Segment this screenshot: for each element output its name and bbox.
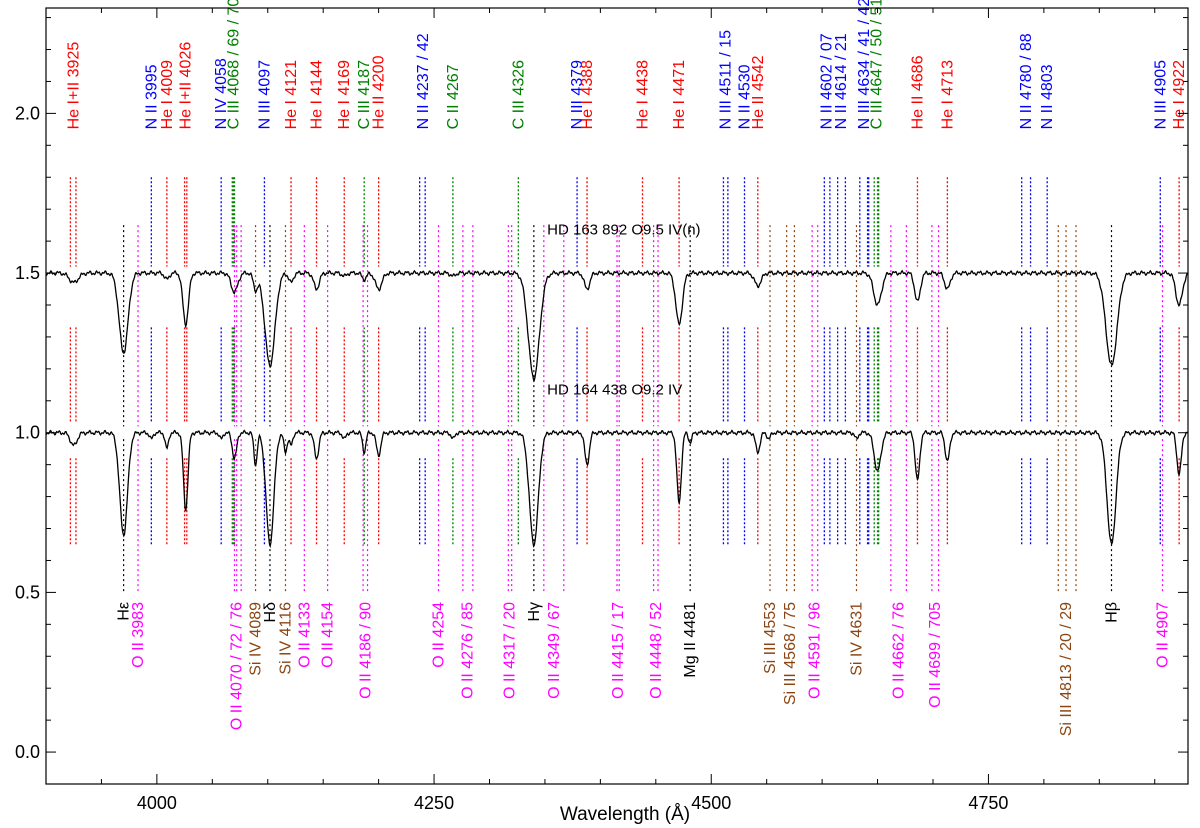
y-tick-label: 0.5: [15, 582, 40, 602]
bottom-line-label: O II 4317 / 20: [501, 602, 518, 699]
top-line-label: N II 4614 / 21: [833, 33, 850, 129]
bottom-line-label: O II 4699 / 705: [927, 602, 944, 708]
spectrum-label: HD 163 892 O9.5 IV(n): [547, 222, 700, 239]
top-line-label: He I 4388: [579, 60, 596, 129]
spectra: HD 163 892 O9.5 IV(n) HD 164 438 O9.2 IV: [45, 222, 1188, 549]
y-tick-label: 1.5: [15, 263, 40, 283]
spectrum-line: [45, 269, 1188, 382]
top-line-label: N II 4803: [1039, 64, 1056, 129]
bottom-line-label: O II 4907: [1154, 602, 1171, 668]
line-markers: [69, 177, 1180, 593]
spectrum-line: [45, 429, 1188, 549]
top-line-label: He II 4200: [371, 55, 388, 129]
bottom-line-label: O II 4591 / 96: [806, 602, 823, 699]
top-line-label: C III 4068 / 69 / 70: [225, 0, 242, 129]
axes: 4000 4250 4500 4750 0.0 0.5 1.0 1.5 2.0: [15, 7, 1189, 813]
top-line-label: He II 4542: [750, 55, 767, 129]
bottom-line-label: O II 4070 / 72 / 76: [229, 602, 246, 730]
top-line-label: N III 4634 / 41 / 42: [856, 0, 873, 129]
top-line-label: He I 4169: [336, 60, 353, 129]
top-line-label: N IV 4058: [213, 58, 230, 129]
bottom-line-label: Si III 4553: [762, 602, 779, 674]
bottom-line-label: Mg II 4481: [682, 602, 699, 678]
top-line-label: N II 4237 / 42: [415, 33, 432, 129]
top-line-label: He I+II 3925: [66, 42, 83, 130]
bottom-line-label: Si III 4813 / 20 / 29: [1058, 602, 1075, 736]
top-line-label: He I 4713: [939, 60, 956, 129]
top-line-label: He I 4144: [309, 60, 326, 129]
top-line-label: N III 4511 / 15: [718, 30, 735, 129]
y-tick-label: 0.0: [15, 742, 40, 762]
bottom-line-label: Si IV 4116: [277, 602, 294, 675]
spectrum-label: HD 164 438 O9.2 IV: [547, 381, 682, 398]
bottom-line-label: Si IV 4089: [248, 602, 265, 676]
top-line-label: C III 4647 / 50 / 51: [868, 0, 885, 129]
bottom-line-label: O II 4448 / 52: [648, 602, 665, 699]
top-line-label: C III 4326: [510, 60, 527, 129]
top-line-label: He I+II 4026: [178, 42, 195, 130]
y-tick-label: 2.0: [15, 103, 40, 123]
bottom-line-label: O II 4415 / 17: [610, 602, 627, 699]
bottom-line-label: O II 4133: [296, 602, 313, 668]
x-tick-label: 4000: [137, 793, 177, 813]
bottom-line-label: O II 4186 / 90: [357, 602, 374, 699]
bottom-line-label: Hδ: [262, 602, 279, 623]
top-line-label: N III 4097: [256, 60, 273, 129]
bottom-line-label: Hβ: [1103, 602, 1120, 623]
bottom-line-label: Hε: [116, 602, 133, 621]
top-line-label: N III 4905: [1152, 60, 1169, 129]
plot-frame: [45, 7, 1189, 785]
top-line-label: N II 3995: [143, 64, 160, 129]
bottom-line-label: O II 4349 / 67: [546, 602, 563, 699]
y-tick-label: 1.0: [15, 423, 40, 443]
top-line-label: He II 4686: [909, 55, 926, 129]
top-line-label: N II 4602 / 07: [819, 33, 836, 129]
bottom-line-label: O II 3983: [130, 602, 147, 668]
bottom-line-label: Si III 4568 / 75: [782, 602, 799, 705]
x-tick-label: 4500: [691, 793, 731, 813]
bottom-line-label: Si IV 4631: [848, 602, 865, 676]
bottom-line-label: O II 4254: [430, 602, 447, 668]
top-line-label: He I 4009: [159, 60, 176, 129]
bottom-line-label: Hγ: [526, 602, 543, 622]
top-line-label: C II 4267: [445, 64, 462, 129]
x-axis-label: Wavelength (Å): [560, 804, 690, 825]
top-line-label: He I 4471: [671, 60, 688, 129]
bottom-line-label: O II 4154: [320, 602, 337, 668]
bottom-line-label: O II 4662 / 76: [891, 602, 908, 699]
top-line-label: N III 4379: [569, 60, 586, 129]
top-line-label: He I 4438: [635, 60, 652, 129]
top-line-label: He I 4121: [283, 60, 300, 129]
x-tick-label: 4750: [968, 793, 1008, 813]
bottom-line-label: O II 4276 / 85: [459, 602, 476, 699]
top-line-label: N II 4530: [737, 64, 754, 129]
top-line-label: C III 4187: [356, 60, 373, 129]
top-line-label: He I 4922: [1171, 60, 1188, 129]
x-tick-label: 4250: [414, 793, 454, 813]
top-line-label: N II 4780 / 88: [1018, 33, 1035, 129]
